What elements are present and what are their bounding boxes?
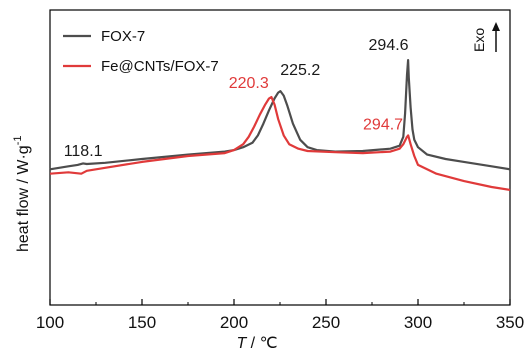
annotation-layer: 118.1 225.2 220.3 294.6 294.7: [64, 37, 409, 160]
peak-annotation: 294.7: [363, 116, 403, 133]
peak-annotation: 118.1: [64, 143, 103, 160]
x-axis-label-var: T: [236, 335, 247, 352]
x-axis-label: T / ℃: [236, 335, 277, 352]
x-tick-label: 200: [220, 313, 248, 332]
legend-label-fe-cnts-fox7: Fe@CNTs/FOX-7: [101, 58, 219, 75]
peak-annotation: 294.6: [369, 37, 409, 54]
peak-annotation: 220.3: [229, 75, 269, 92]
peak-annotation: 225.2: [280, 62, 320, 79]
y-axis-label-sup: -1: [12, 136, 24, 146]
series-line-fox7: [49, 58, 511, 171]
x-tick-label: 350: [496, 313, 524, 332]
exo-arrowhead-icon: [492, 22, 500, 31]
x-axis-label-unit: / ℃: [246, 335, 277, 352]
y-axis-label: heat flow / W·g-1: [12, 136, 32, 252]
legend: FOX-7 Fe@CNTs/FOX-7: [63, 28, 219, 75]
series-layer: [49, 58, 511, 191]
x-tick-label: 250: [312, 313, 340, 332]
exo-label: Exo: [471, 28, 487, 52]
legend-label-fox7: FOX-7: [101, 28, 145, 45]
x-axis-ticks: 100 150 200 250 300 350: [36, 299, 524, 332]
series-line-fe-cnts-fox7: [49, 95, 511, 191]
x-tick-label: 300: [404, 313, 432, 332]
x-tick-label: 100: [36, 313, 64, 332]
exo-indicator: Exo: [471, 22, 500, 52]
x-tick-label: 150: [128, 313, 156, 332]
